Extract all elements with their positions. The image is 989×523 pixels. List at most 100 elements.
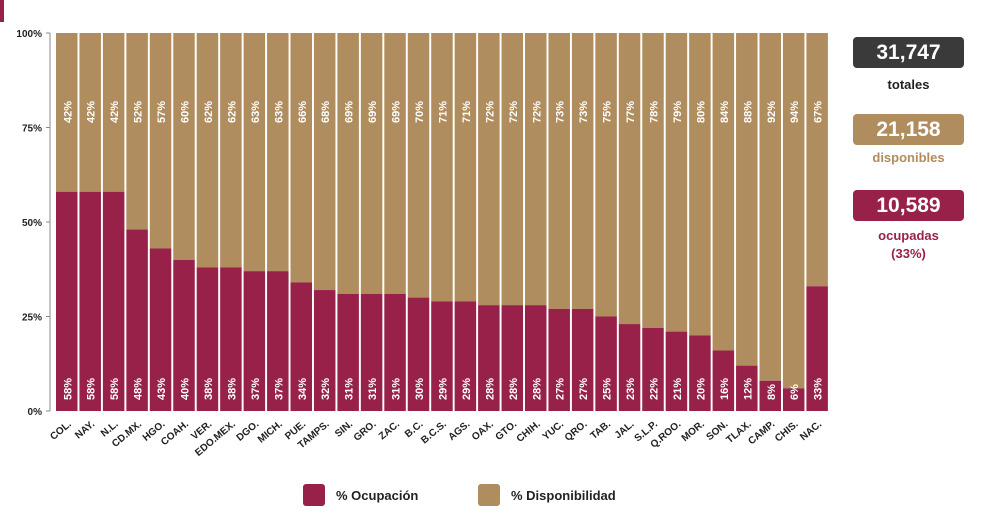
bar-segment-availability <box>736 33 758 366</box>
data-label-occupancy: 21% <box>672 378 684 400</box>
data-label-occupancy: 31% <box>391 378 403 400</box>
bar-segment-occupancy <box>313 290 336 411</box>
bar-segment-availability <box>525 33 547 306</box>
bar-segment-availability <box>102 33 125 192</box>
x-tick-label: GRO. <box>352 419 379 444</box>
bar-segment-occupancy <box>290 282 312 411</box>
bar-segment-availability <box>454 33 477 302</box>
x-tick-label: ZAC. <box>377 419 402 443</box>
data-label-occupancy: 29% <box>437 378 449 400</box>
bar-segment-availability <box>595 33 617 317</box>
data-label-occupancy: 38% <box>226 378 238 400</box>
data-label-availability: 73% <box>555 101 567 123</box>
occupied-percent: (33%) <box>891 246 926 261</box>
data-label-occupancy: 31% <box>344 378 356 400</box>
data-label-occupancy: 22% <box>649 378 661 400</box>
x-tick-label: QRO. <box>563 419 590 444</box>
bar-segment-occupancy <box>243 271 266 411</box>
bar-segment-availability <box>149 33 172 249</box>
bar-segment-occupancy <box>689 335 711 411</box>
data-label-availability: 70% <box>414 101 426 123</box>
legend-label-availability: % Disponibilidad <box>511 487 616 503</box>
data-label-occupancy: 20% <box>695 378 707 400</box>
data-label-occupancy: 28% <box>531 378 543 400</box>
data-label-occupancy: 40% <box>180 378 192 400</box>
data-label-occupancy: 34% <box>297 378 309 400</box>
data-label-availability: 66% <box>297 101 309 123</box>
bar-segment-occupancy <box>360 293 383 411</box>
data-label-availability: 67% <box>813 101 825 123</box>
stacked-bar-chart: 0% 25% 50% 75% 100% 58% 42% COL. 58% 42% NAY. 58% 42… <box>16 29 828 459</box>
bar-segment-availability <box>126 33 148 230</box>
data-label-occupancy: 30% <box>414 378 426 400</box>
data-label-availability: 69% <box>344 101 356 123</box>
data-label-occupancy: 33% <box>813 378 825 400</box>
x-tick-label: GTO. <box>494 419 520 443</box>
x-tick-label: CAMP. <box>746 419 777 447</box>
bar-segment-occupancy <box>149 248 172 411</box>
data-label-availability: 52% <box>133 101 145 123</box>
y-tick-label: 75% <box>22 124 42 135</box>
x-tick-label: AGS. <box>447 419 473 443</box>
data-label-occupancy: 8% <box>766 384 778 400</box>
data-label-availability: 73% <box>578 101 590 123</box>
x-tick-label: TAB. <box>589 419 614 442</box>
occupied-value-box: 10,589 <box>853 190 964 221</box>
bar-segment-occupancy <box>173 259 195 411</box>
data-label-availability: 72% <box>508 101 520 123</box>
data-label-availability: 71% <box>461 101 473 123</box>
data-label-availability: 42% <box>62 101 74 123</box>
bar-segment-occupancy <box>782 388 805 411</box>
bar-segment-availability <box>196 33 219 268</box>
bar-segment-occupancy <box>712 350 735 411</box>
data-label-occupancy: 43% <box>156 378 168 400</box>
data-label-availability: 78% <box>649 101 661 123</box>
bar-segment-availability <box>431 33 453 302</box>
data-label-occupancy: 38% <box>203 378 215 400</box>
data-label-availability: 62% <box>203 101 215 123</box>
bar-segment-availability <box>478 33 500 306</box>
occupied-label: ocupadas <box>878 228 939 243</box>
bar-segment-availability <box>173 33 195 260</box>
data-label-availability: 77% <box>625 101 637 123</box>
data-label-availability: 62% <box>226 101 238 123</box>
bar-segment-availability <box>407 33 430 298</box>
bar-segment-availability <box>267 33 289 272</box>
data-label-occupancy: 37% <box>250 378 262 400</box>
bar-segment-availability <box>79 33 101 192</box>
bar-segment-availability <box>337 33 359 294</box>
bar-segment-availability <box>501 33 524 306</box>
legend-item-availability: % Disponibilidad <box>478 484 616 506</box>
x-tick-label: NAY. <box>73 419 97 442</box>
bar-segment-occupancy <box>571 308 594 411</box>
bar-segment-occupancy <box>736 365 758 411</box>
data-label-availability: 42% <box>86 101 98 123</box>
data-label-availability: 94% <box>789 101 801 123</box>
data-label-availability: 72% <box>531 101 543 123</box>
data-label-occupancy: 58% <box>86 378 98 400</box>
bar-segment-availability <box>220 33 242 268</box>
x-tick-label: COL. <box>48 419 74 443</box>
data-label-occupancy: 27% <box>578 378 590 400</box>
bar-segment-occupancy <box>337 293 359 411</box>
x-tick-label: MICH. <box>256 419 285 446</box>
bar-segment-availability <box>712 33 735 351</box>
data-label-occupancy: 12% <box>742 378 754 400</box>
totals-label: totales <box>887 77 930 92</box>
bar-segment-occupancy <box>618 324 641 411</box>
bar-segment-availability <box>313 33 336 291</box>
available-value-box: 21,158 <box>853 114 964 145</box>
totals-value-box: 31,747 <box>853 37 964 68</box>
data-label-availability: 69% <box>391 101 403 123</box>
data-label-occupancy: 48% <box>133 378 145 400</box>
available-label: disponibles <box>872 150 945 165</box>
data-label-availability: 63% <box>273 101 285 123</box>
bar-segment-availability <box>665 33 688 332</box>
data-label-availability: 71% <box>437 101 449 123</box>
x-tick-label: MOR. <box>680 419 707 444</box>
data-label-availability: 63% <box>250 101 262 123</box>
x-tick-label: CHIS. <box>773 419 801 445</box>
data-label-occupancy: 31% <box>367 378 379 400</box>
bar-segment-occupancy <box>79 191 101 411</box>
bar-segment-occupancy <box>407 297 430 411</box>
